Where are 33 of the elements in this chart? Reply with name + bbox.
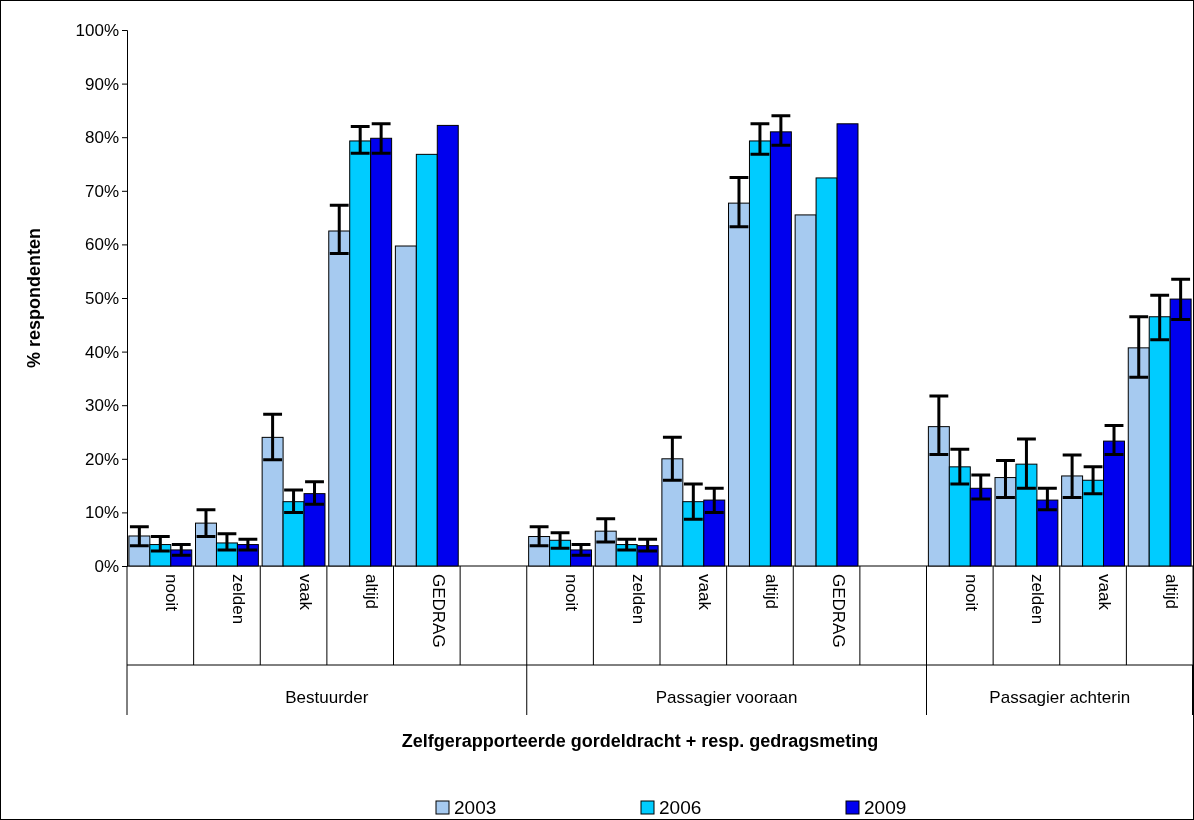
x-tick-label: zelden bbox=[228, 574, 248, 625]
x-tick-label: nooit bbox=[562, 574, 582, 612]
legend-label: 2006 bbox=[659, 797, 702, 818]
x-tick-label: altijd bbox=[1161, 574, 1181, 609]
x-tick-label: GEDRAG bbox=[828, 574, 848, 648]
x-tick-label: vaak bbox=[295, 574, 315, 611]
text: Passagier vooraan bbox=[655, 688, 798, 707]
y-axis-title: % respondenten bbox=[24, 227, 44, 369]
y-tick-label: 70% bbox=[84, 181, 119, 201]
y-tick-label: 50% bbox=[84, 288, 119, 308]
x-tick-label: vaak bbox=[1095, 574, 1115, 611]
x-tick-label: altijd bbox=[362, 574, 382, 609]
y-tick-label: 90% bbox=[84, 74, 119, 94]
x-tick-label: vaak bbox=[695, 574, 715, 611]
x-tick-label: nooit bbox=[162, 574, 182, 612]
y-tick-label: 80% bbox=[84, 128, 119, 148]
legend-label: 2003 bbox=[454, 797, 497, 818]
text: Passagier achterin bbox=[989, 688, 1131, 707]
y-tick-label: 40% bbox=[84, 342, 119, 362]
x-tick-label: altijd bbox=[761, 574, 781, 609]
x-tick-label: GEDRAG bbox=[428, 574, 448, 648]
x-tick-label: nooit bbox=[961, 574, 981, 612]
y-tick-label: 0% bbox=[94, 556, 119, 576]
y-tick-label: 20% bbox=[84, 449, 119, 469]
x-tick-label: zelden bbox=[628, 574, 648, 625]
y-tick-label: 60% bbox=[84, 235, 119, 255]
x-tick-label: zelden bbox=[1028, 574, 1048, 625]
y-tick-label: 100% bbox=[75, 20, 119, 40]
x-axis-title: Zelfgerapporteerde gordeldracht + resp. gedragsmeting bbox=[401, 731, 879, 751]
text: Bestuurder bbox=[285, 688, 369, 707]
legend-label: 2009 bbox=[864, 797, 907, 818]
y-tick-label: 10% bbox=[84, 503, 119, 523]
y-tick-label: 30% bbox=[84, 396, 119, 416]
